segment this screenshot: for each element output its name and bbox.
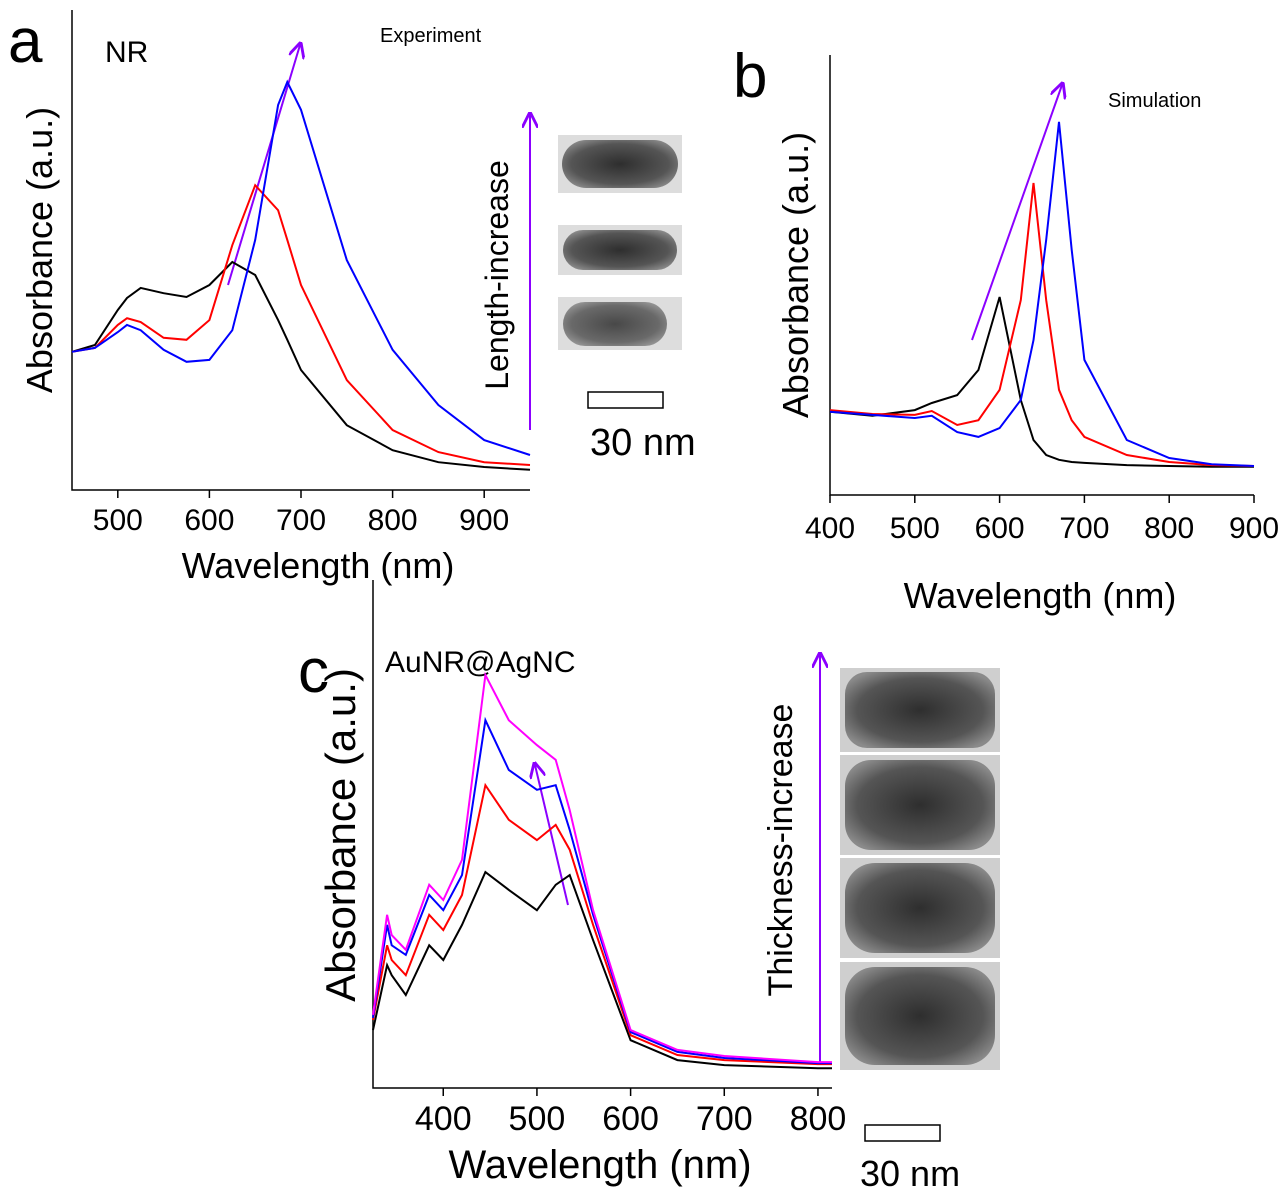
spectrum-line bbox=[71, 260, 531, 471]
tem-rod bbox=[563, 302, 667, 346]
panel-letter: c bbox=[298, 637, 329, 706]
tem-stack bbox=[840, 668, 1000, 1070]
note: Simulation bbox=[1108, 90, 1201, 112]
sample-label: NR bbox=[105, 36, 148, 69]
panel-letter: a bbox=[8, 7, 43, 76]
x-tick-label: 500 bbox=[890, 512, 940, 545]
x-tick-label: 700 bbox=[276, 504, 326, 537]
axis bbox=[71, 10, 530, 491]
x-tick-label: 600 bbox=[975, 512, 1025, 545]
tem-rod bbox=[562, 140, 678, 188]
scale-bar-label: 30 nm bbox=[590, 422, 696, 464]
tem-cube bbox=[845, 967, 995, 1065]
panel-letter: b bbox=[733, 42, 767, 111]
x-tick-label: 900 bbox=[1229, 512, 1279, 545]
axis bbox=[372, 580, 832, 1089]
arrow bbox=[971, 85, 1062, 341]
x-tick-label: 900 bbox=[459, 504, 509, 537]
x-axis-label: Wavelength (nm) bbox=[904, 575, 1177, 616]
y-axis-label: Absorbance (a.u.) bbox=[19, 107, 60, 393]
x-axis-label: Wavelength (nm) bbox=[448, 1143, 751, 1187]
arrow-label: Thickness-increase bbox=[762, 704, 800, 997]
y-axis-label: Absorbance (a.u.) bbox=[775, 132, 816, 418]
x-tick-label: 600 bbox=[602, 1100, 659, 1138]
x-tick-label: 800 bbox=[790, 1100, 847, 1138]
spectrum-line bbox=[372, 870, 832, 1070]
x-tick-label: 600 bbox=[184, 504, 234, 537]
x-tick-label: 800 bbox=[368, 504, 418, 537]
note: Experiment bbox=[380, 25, 482, 47]
spectrum-line bbox=[829, 121, 1255, 467]
scale-bar-label: 30 nm bbox=[860, 1153, 960, 1191]
scale-bar bbox=[864, 1124, 941, 1142]
x-tick-label: 500 bbox=[93, 504, 143, 537]
tem-cube bbox=[845, 760, 995, 850]
tem-rod bbox=[563, 230, 677, 270]
x-tick-label: 700 bbox=[1059, 512, 1109, 545]
spectrum-line bbox=[372, 716, 832, 1065]
spectrum-line bbox=[71, 79, 531, 456]
x-tick-label: 800 bbox=[1144, 512, 1194, 545]
sample-label: AuNR@AgNC bbox=[385, 646, 576, 679]
y-axis-label: Absorbance (a.u.) bbox=[317, 668, 364, 1002]
x-tick-label: 500 bbox=[509, 1100, 566, 1138]
x-tick-label: 400 bbox=[415, 1100, 472, 1138]
spectrum-line bbox=[372, 782, 832, 1066]
x-tick-label: 400 bbox=[805, 512, 855, 545]
scale-bar bbox=[587, 391, 664, 409]
spectrum-line bbox=[829, 296, 1254, 468]
spectrum-line bbox=[829, 182, 1255, 467]
arrow-label: Length-increase bbox=[479, 160, 515, 389]
x-axis-label: Wavelength (nm) bbox=[182, 545, 455, 586]
x-tick-label: 700 bbox=[696, 1100, 753, 1138]
spectrum-line bbox=[71, 183, 531, 466]
tem-cube bbox=[845, 672, 995, 748]
spectrum-line bbox=[372, 671, 832, 1064]
tem-cube bbox=[845, 863, 995, 953]
